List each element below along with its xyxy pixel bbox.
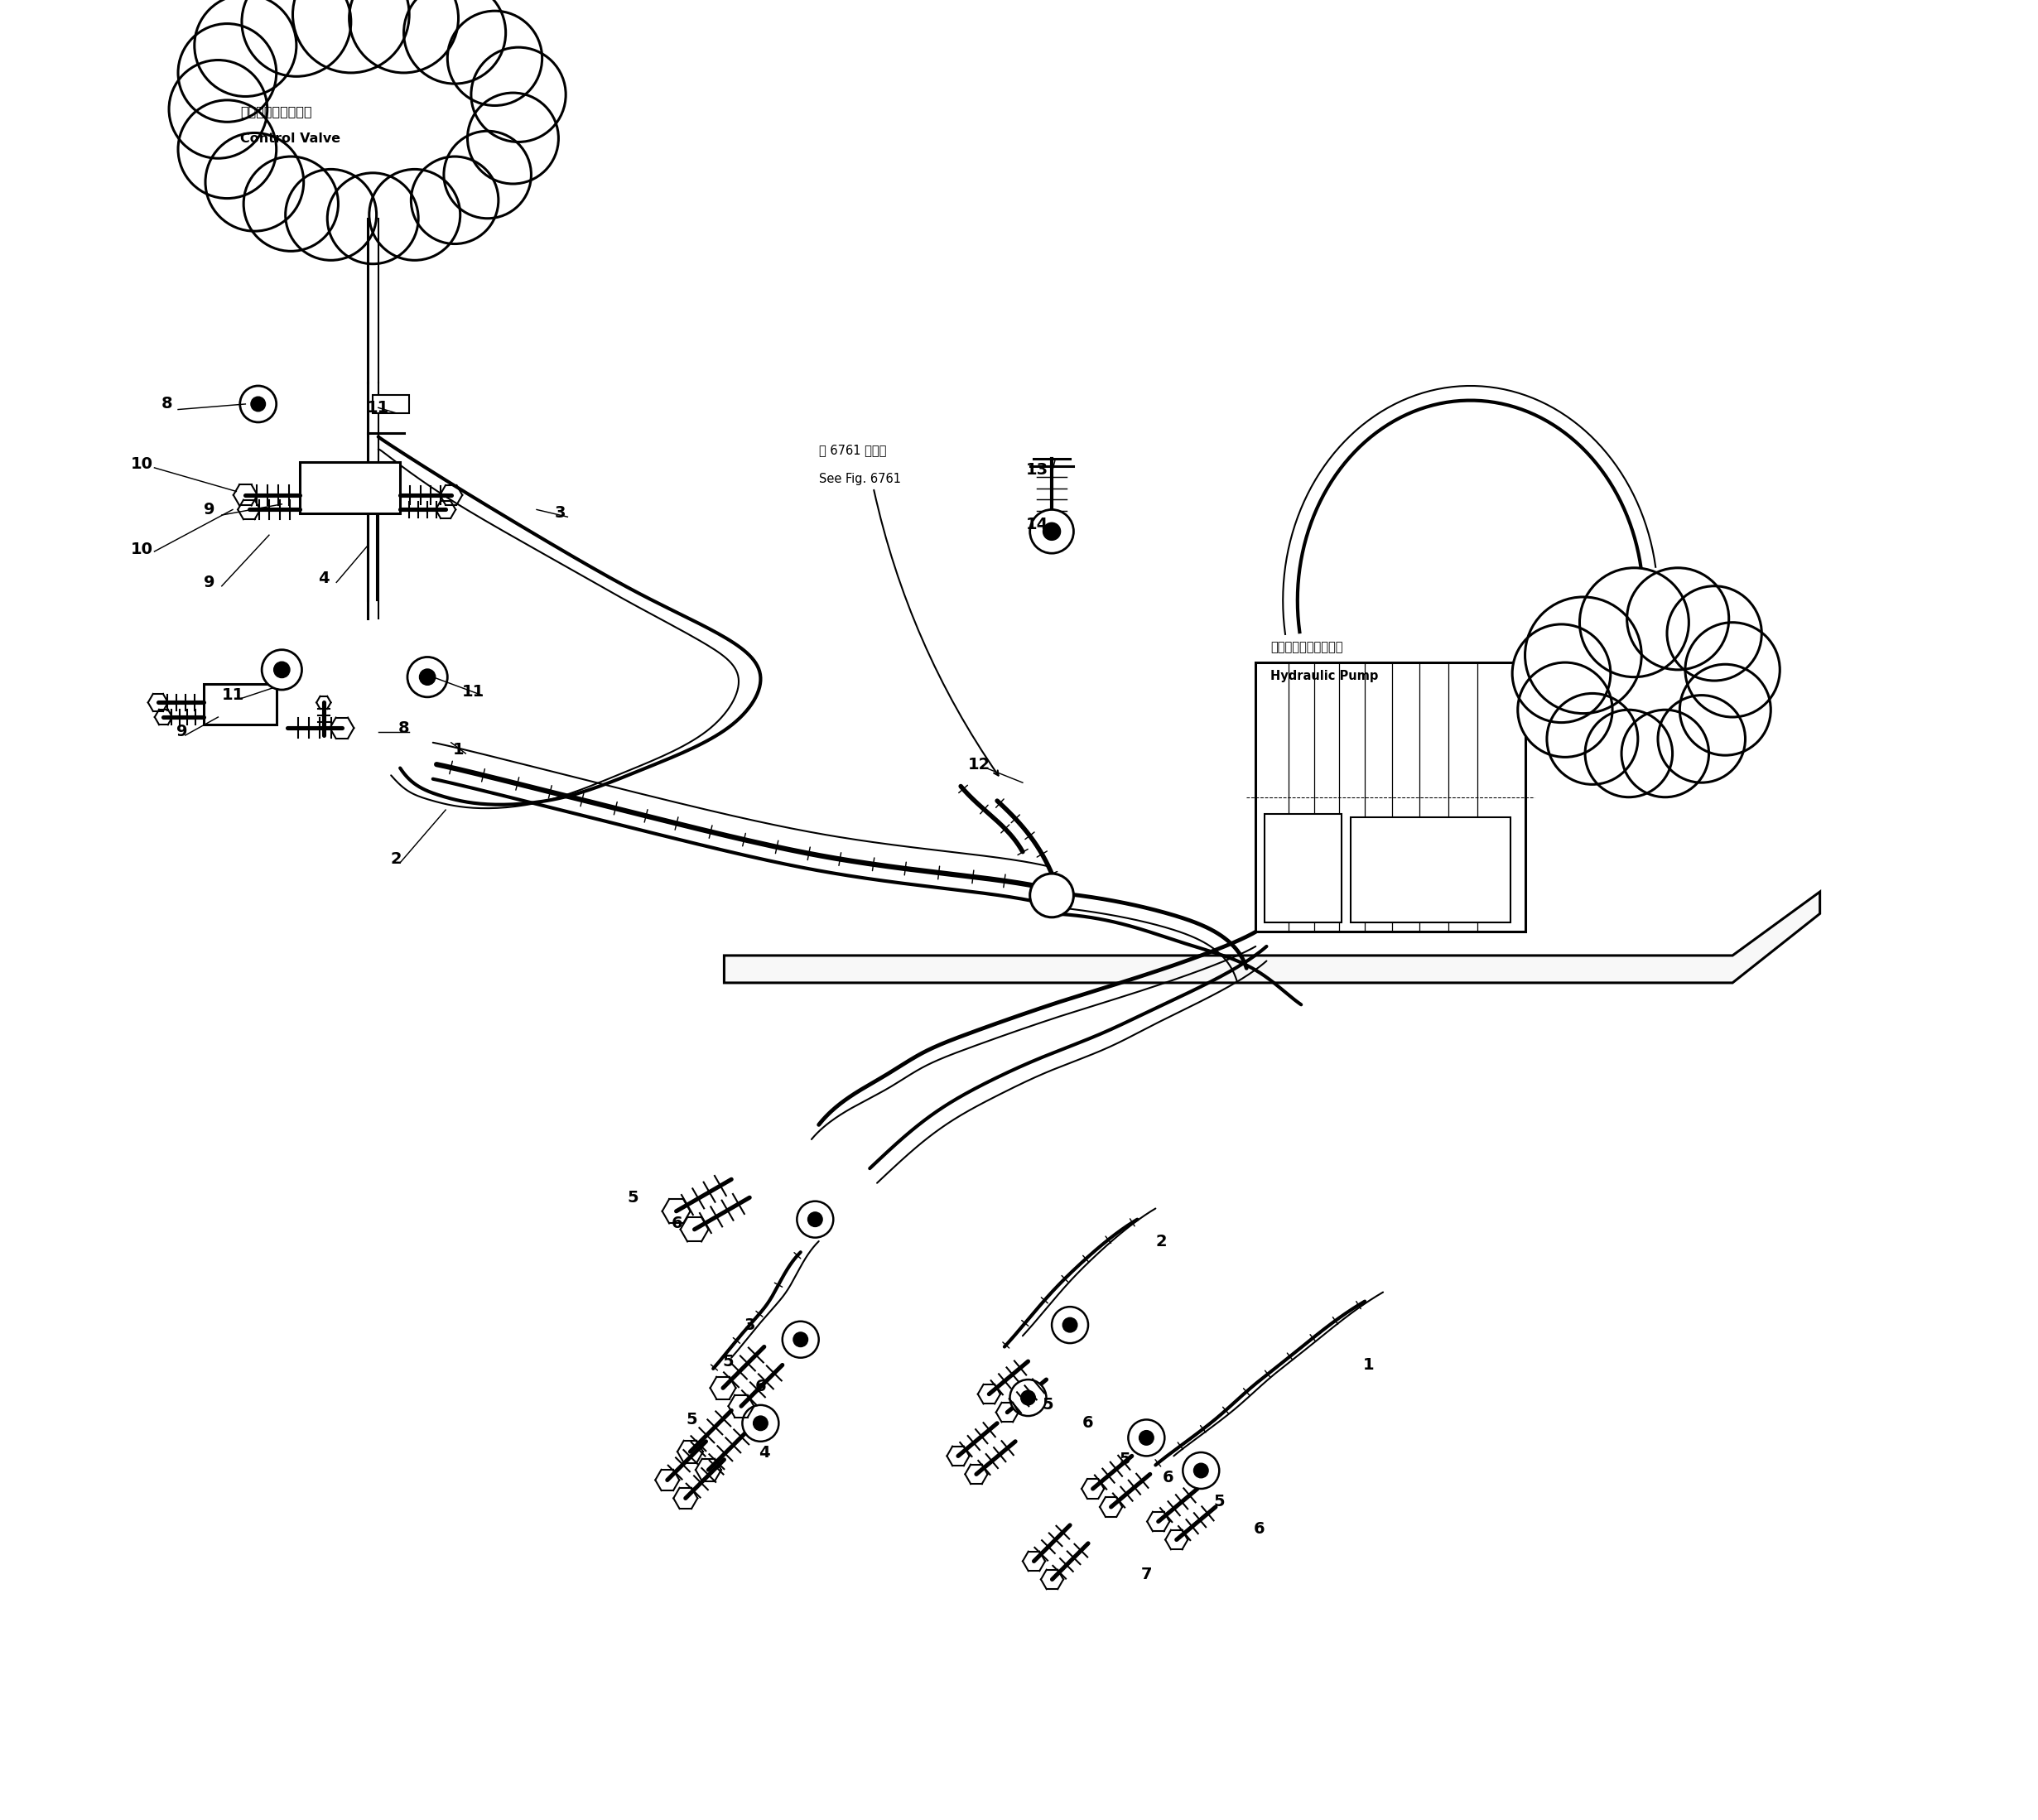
Text: 6: 6 <box>1253 1522 1266 1536</box>
Polygon shape <box>723 892 1820 983</box>
Text: 9: 9 <box>204 502 214 517</box>
Circle shape <box>420 670 436 684</box>
Circle shape <box>240 386 277 422</box>
Circle shape <box>471 47 567 142</box>
Circle shape <box>169 60 267 158</box>
FancyBboxPatch shape <box>1351 817 1510 923</box>
Text: 14: 14 <box>1025 517 1048 531</box>
FancyBboxPatch shape <box>204 684 277 724</box>
Circle shape <box>206 133 304 231</box>
Text: 5: 5 <box>721 1354 734 1369</box>
Text: 1: 1 <box>452 743 465 757</box>
Text: Control Valve: Control Valve <box>240 133 340 146</box>
Circle shape <box>1011 1380 1045 1416</box>
Text: 9: 9 <box>204 575 214 590</box>
Circle shape <box>1182 1452 1219 1489</box>
Circle shape <box>1194 1463 1209 1478</box>
Text: 8: 8 <box>161 397 173 411</box>
Text: 6: 6 <box>671 1216 683 1230</box>
Text: 11: 11 <box>222 688 245 703</box>
Circle shape <box>293 0 410 73</box>
Circle shape <box>1679 664 1771 755</box>
Circle shape <box>285 169 377 260</box>
Circle shape <box>742 1405 779 1441</box>
Circle shape <box>1139 1431 1154 1445</box>
Circle shape <box>1518 662 1612 757</box>
Text: 第 6761 図参照: 第 6761 図参照 <box>819 444 887 457</box>
Circle shape <box>1052 1307 1088 1343</box>
Text: 11: 11 <box>367 400 389 415</box>
Circle shape <box>1626 568 1728 670</box>
Circle shape <box>444 131 532 218</box>
Text: Hydraulic Pump: Hydraulic Pump <box>1270 670 1378 682</box>
Text: 7: 7 <box>1141 1567 1151 1582</box>
Circle shape <box>1062 1318 1078 1332</box>
Circle shape <box>369 169 461 260</box>
Circle shape <box>1685 622 1779 717</box>
Circle shape <box>448 11 542 106</box>
Text: 4: 4 <box>318 571 330 586</box>
Circle shape <box>328 173 418 264</box>
Text: 2: 2 <box>1156 1234 1166 1249</box>
Circle shape <box>1547 693 1639 784</box>
Text: 6: 6 <box>754 1380 766 1394</box>
Circle shape <box>243 0 351 76</box>
Text: 2: 2 <box>391 852 401 866</box>
Circle shape <box>1524 597 1641 713</box>
Text: 1: 1 <box>1363 1358 1374 1372</box>
Text: ハイドロリックポンプ: ハイドロリックポンプ <box>1270 641 1343 653</box>
Circle shape <box>348 0 459 73</box>
Text: 5: 5 <box>1043 1398 1054 1412</box>
Circle shape <box>467 93 558 184</box>
Circle shape <box>404 0 505 84</box>
FancyBboxPatch shape <box>300 462 399 513</box>
Circle shape <box>1021 1390 1035 1405</box>
Text: 6: 6 <box>1162 1471 1174 1485</box>
Circle shape <box>1029 874 1074 917</box>
Circle shape <box>793 1332 807 1347</box>
Circle shape <box>245 157 338 251</box>
Text: 8: 8 <box>397 721 410 735</box>
Text: 5: 5 <box>628 1190 638 1205</box>
Circle shape <box>251 397 265 411</box>
Circle shape <box>1579 568 1690 677</box>
Circle shape <box>807 1212 823 1227</box>
FancyBboxPatch shape <box>1266 814 1341 923</box>
Circle shape <box>177 100 277 198</box>
Circle shape <box>412 157 499 244</box>
Text: 5: 5 <box>1213 1494 1225 1509</box>
Text: See Fig. 6761: See Fig. 6761 <box>819 473 901 486</box>
Text: 11: 11 <box>463 684 485 699</box>
Circle shape <box>1622 710 1708 797</box>
FancyBboxPatch shape <box>1255 662 1524 932</box>
Text: 10: 10 <box>130 457 153 471</box>
Circle shape <box>1657 695 1745 783</box>
Circle shape <box>261 650 302 690</box>
Circle shape <box>1512 624 1610 723</box>
Text: 4: 4 <box>758 1445 770 1460</box>
Text: 13: 13 <box>1025 462 1048 477</box>
Bar <box>373 395 410 413</box>
Circle shape <box>754 1416 768 1431</box>
Circle shape <box>1129 1420 1164 1456</box>
Text: 12: 12 <box>968 757 990 772</box>
Circle shape <box>1667 586 1761 681</box>
Text: 6: 6 <box>1082 1416 1094 1431</box>
Circle shape <box>1029 510 1074 553</box>
Text: 3: 3 <box>554 506 567 521</box>
Circle shape <box>408 657 448 697</box>
Circle shape <box>273 662 289 677</box>
Text: 5: 5 <box>685 1412 697 1427</box>
Text: 9: 9 <box>175 724 187 739</box>
Circle shape <box>177 24 277 122</box>
Circle shape <box>1586 710 1673 797</box>
Text: コントロールバルブ: コントロールバルブ <box>240 106 312 118</box>
Text: 10: 10 <box>130 542 153 557</box>
Circle shape <box>783 1321 819 1358</box>
Circle shape <box>797 1201 834 1238</box>
Circle shape <box>194 0 296 96</box>
Text: 3: 3 <box>744 1318 756 1332</box>
Circle shape <box>1043 522 1060 541</box>
Text: 5: 5 <box>1119 1452 1131 1467</box>
